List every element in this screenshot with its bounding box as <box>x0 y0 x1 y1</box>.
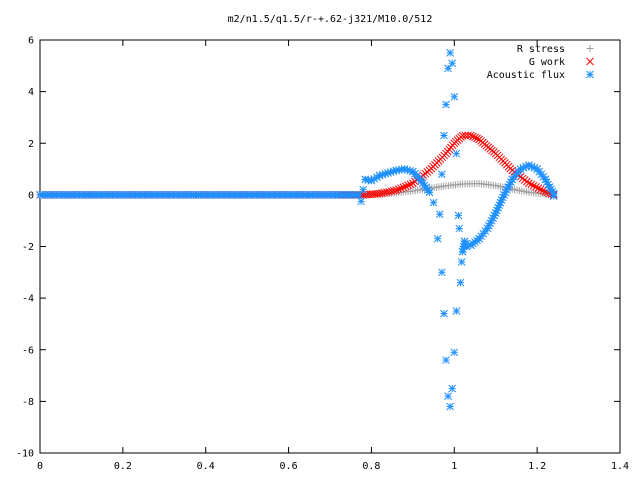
data-point <box>467 131 475 140</box>
data-point <box>387 187 396 196</box>
legend-label: Acoustic flux <box>487 70 565 81</box>
data-point <box>549 189 558 198</box>
data-point <box>442 356 450 364</box>
data-point <box>452 307 461 315</box>
x-tick-label: 0.4 <box>197 461 215 472</box>
data-point <box>450 348 459 357</box>
data-point <box>448 59 457 68</box>
data-point <box>378 189 386 197</box>
data-point <box>385 187 394 196</box>
data-point <box>438 268 446 277</box>
data-point <box>355 191 363 199</box>
plot-frame <box>39 39 621 454</box>
data-point <box>394 185 403 194</box>
data-points <box>36 49 558 411</box>
data-point <box>452 149 461 158</box>
data-point <box>446 402 454 411</box>
x-tick-label: 0.6 <box>280 461 298 472</box>
y-tick-label: 6 <box>28 36 34 47</box>
data-point <box>454 211 463 220</box>
data-point <box>429 198 438 207</box>
data-point <box>401 182 410 191</box>
data-point <box>438 170 446 179</box>
y-tick-label: -2 <box>22 242 34 253</box>
y-tick-label: -4 <box>22 294 34 305</box>
axis-ticks: 0 0.2 0.4 0.6 0.8 1 1.2 1.4 6 4 2 0 -2 -4 -6 -8 -10 <box>16 36 629 473</box>
data-point <box>440 309 448 318</box>
data-point <box>539 186 547 195</box>
x-tick-label: 1.2 <box>528 461 546 472</box>
x-tick-label: 0.8 <box>362 461 380 472</box>
data-point <box>442 100 450 109</box>
data-point <box>457 258 466 266</box>
data-point <box>357 197 365 206</box>
data-point <box>464 131 472 140</box>
data-point <box>536 185 545 194</box>
y-tick-label: 4 <box>28 87 34 98</box>
chart-title: m2/n1.5/q1.5/r-+.62-j321/M10.0/512 <box>228 14 433 25</box>
data-point <box>435 210 444 219</box>
data-point <box>527 180 536 189</box>
data-point <box>529 181 538 190</box>
legend: R stress G work Acoustic flux <box>487 44 594 81</box>
y-tick-label: -10 <box>16 449 34 460</box>
legend-marker <box>586 45 594 52</box>
data-point <box>471 133 479 142</box>
data-point <box>469 132 477 141</box>
data-point <box>532 183 540 191</box>
data-point <box>425 188 434 197</box>
data-point <box>440 131 448 140</box>
data-point <box>433 234 442 243</box>
legend-label: G work <box>529 57 565 68</box>
y-tick-label: -6 <box>22 345 34 356</box>
x-tick-label: 1.4 <box>611 461 629 472</box>
data-point <box>390 186 398 195</box>
x-tick-label: 1 <box>451 461 457 472</box>
legend-marker <box>586 70 594 79</box>
data-point <box>456 278 465 287</box>
data-point <box>525 179 533 188</box>
data-point <box>380 188 389 197</box>
data-point <box>406 180 415 189</box>
y-tick-label: -8 <box>22 397 34 408</box>
legend-marker <box>586 57 594 66</box>
series-g-work <box>36 131 558 199</box>
data-point <box>359 185 367 194</box>
legend-label: R stress <box>517 44 565 55</box>
x-tick-label: 0.2 <box>114 461 132 472</box>
data-point <box>392 186 401 195</box>
series-acoustic-flux <box>36 49 558 411</box>
data-point <box>473 134 481 143</box>
y-tick-label: 2 <box>28 139 34 150</box>
data-point <box>444 392 452 401</box>
data-point <box>450 92 459 101</box>
data-point <box>448 384 457 393</box>
data-point <box>382 188 391 196</box>
data-point <box>444 64 452 73</box>
data-point <box>375 189 384 198</box>
data-point <box>397 184 405 193</box>
y-tick-label: 0 <box>28 190 34 201</box>
data-point <box>455 224 464 233</box>
data-point <box>404 181 412 190</box>
data-point <box>461 131 470 140</box>
data-point <box>534 184 543 192</box>
data-point <box>446 49 454 57</box>
data-point <box>458 131 467 140</box>
x-tick-label: 0 <box>37 461 43 472</box>
data-point <box>399 183 408 192</box>
